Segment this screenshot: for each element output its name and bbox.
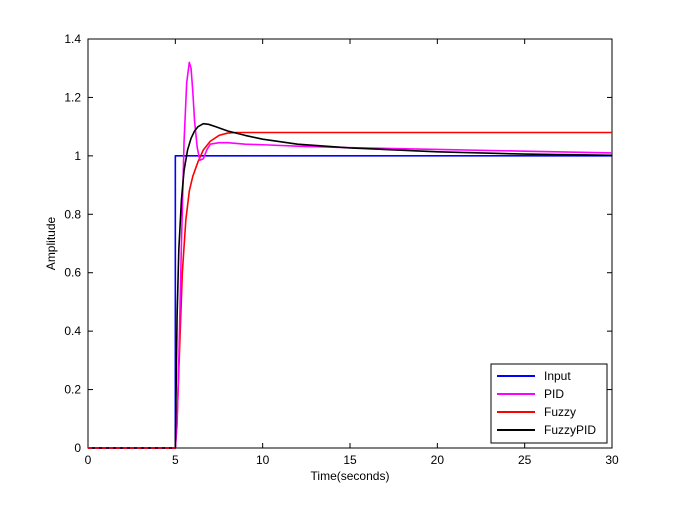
y-tick-label: 1 [74, 149, 81, 163]
series-line-pid [88, 61, 613, 449]
y-axis-label: Amplitude [44, 217, 58, 271]
axis-ticks: 0 5 10 15 20 25 30 0 0.2 0.4 0.6 0.8 1 1.2 1.4 [64, 32, 619, 467]
y-tick-label: 0.6 [64, 266, 81, 280]
series-line-fuzzypid [88, 122, 613, 449]
legend-entry-label: FuzzyPID [544, 423, 596, 437]
y-tick-label: 0.2 [64, 383, 81, 397]
y-tick-label: 1.4 [64, 32, 81, 46]
legend-entry-label: PID [544, 387, 564, 401]
series-lines [88, 61, 613, 449]
legend-entry-label: Fuzzy [544, 405, 576, 419]
y-tick-label: 1.2 [64, 90, 81, 104]
x-tick-label: 15 [343, 453, 357, 467]
x-tick-label: 20 [431, 453, 445, 467]
legend: Input PID Fuzzy FuzzyPID [490, 363, 608, 444]
y-tick-label: 0.4 [64, 324, 81, 338]
x-tick-label: 5 [172, 453, 179, 467]
x-tick-label: 30 [605, 453, 619, 467]
y-tick-label: 0.8 [64, 207, 81, 221]
x-tick-label: 0 [85, 453, 92, 467]
x-axis-label: Time(seconds) [311, 469, 390, 483]
legend-entry-label: Input [544, 369, 571, 383]
x-tick-label: 10 [256, 453, 270, 467]
x-tick-label: 25 [518, 453, 532, 467]
y-tick-label: 0 [74, 441, 81, 455]
